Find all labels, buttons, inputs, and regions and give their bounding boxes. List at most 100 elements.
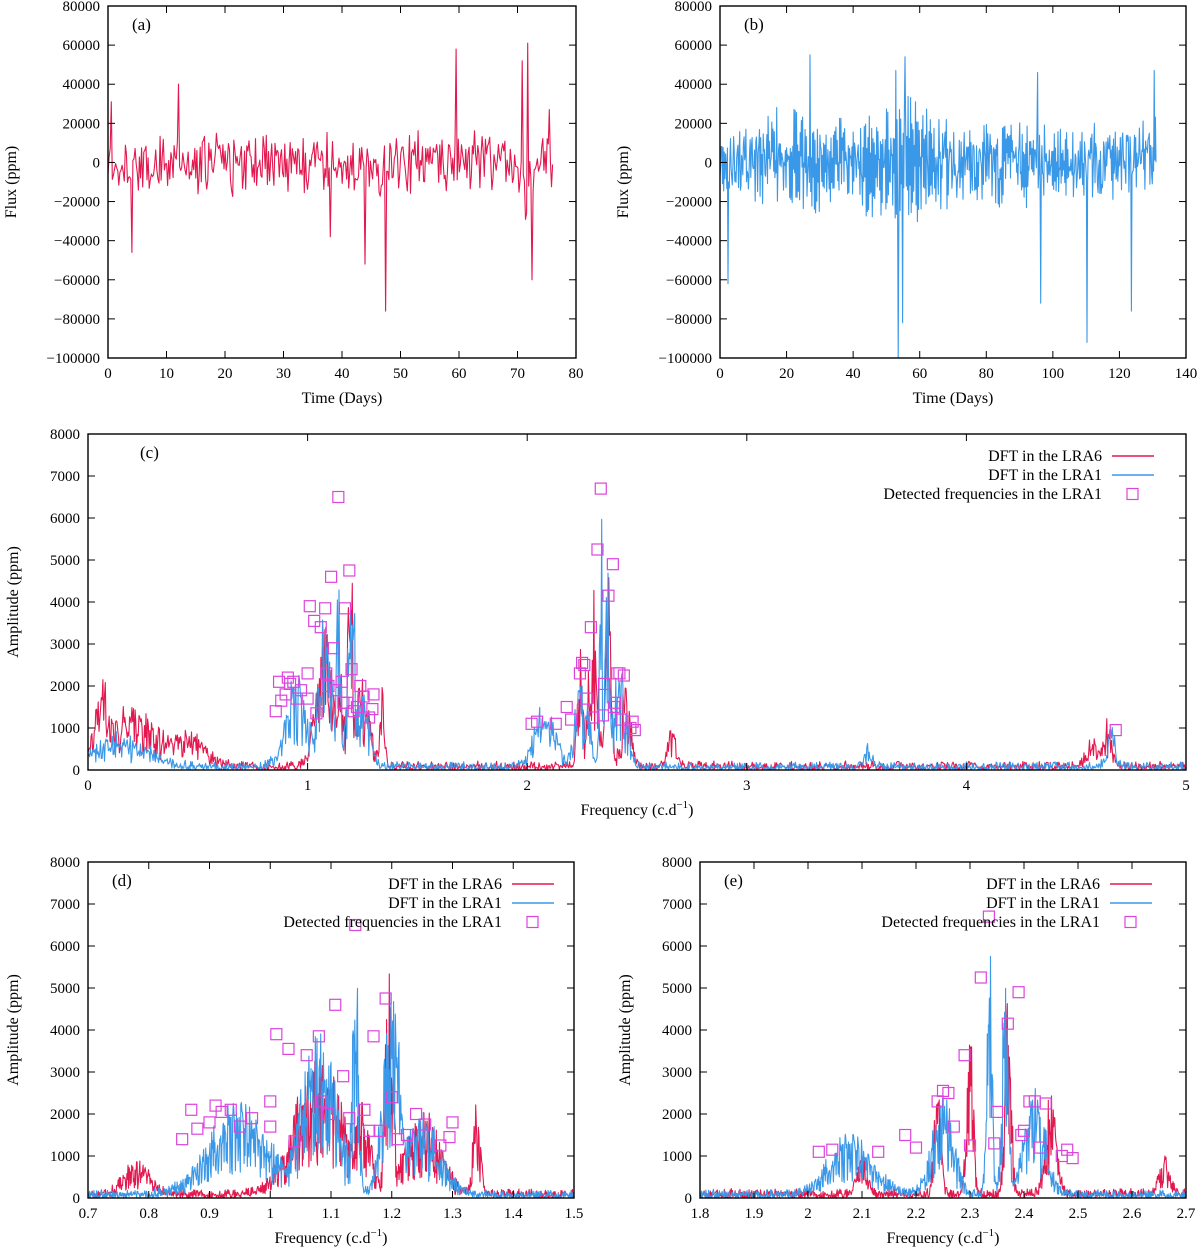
detected-frequency-marker xyxy=(373,1124,386,1137)
detected-frequency-marker xyxy=(288,1135,301,1148)
detected-frequency-marker xyxy=(367,688,380,701)
y-tick-label: −20000 xyxy=(54,195,100,211)
detected-frequency-marker xyxy=(191,1122,204,1135)
y-tick-label: −60000 xyxy=(54,273,100,289)
x-tick-label: 2.5 xyxy=(1069,1206,1088,1222)
y-tick-label: 40000 xyxy=(63,77,101,93)
detected-frequency-marker xyxy=(176,1133,189,1146)
detected-frequency-marker xyxy=(301,692,314,705)
x-tick-label: 100 xyxy=(1042,366,1065,382)
detected-frequency-marker xyxy=(1015,1128,1028,1142)
y-tick-label: 5000 xyxy=(662,981,692,997)
x-tick-label: 0.7 xyxy=(79,1206,98,1222)
y-tick-label: 8000 xyxy=(50,855,80,871)
detected-frequency-marker xyxy=(446,1116,459,1129)
y-tick-label: 0 xyxy=(73,1191,81,1207)
y-tick-label: −100000 xyxy=(47,351,100,367)
detected-frequency-marker xyxy=(385,1091,398,1104)
y-tick-label: 20000 xyxy=(675,116,713,132)
detected-frequency-marker xyxy=(321,1107,335,1121)
detected-frequency-marker xyxy=(282,1042,295,1056)
y-tick-label: −40000 xyxy=(54,234,100,250)
detected-frequency-marker xyxy=(1012,986,1025,999)
y-tick-label: 8000 xyxy=(50,427,80,443)
detected-frequency-marker xyxy=(349,918,362,932)
x-tick-label: 40 xyxy=(846,366,861,382)
detected-frequency-marker xyxy=(245,1112,259,1125)
x-tick-label: 1 xyxy=(304,778,312,794)
y-tick-label: 7000 xyxy=(662,897,692,913)
legend-label: DFT in the LRA1 xyxy=(388,895,502,912)
panel-label: (e) xyxy=(724,871,743,890)
y-tick-label: 6000 xyxy=(50,939,80,955)
detected-frequency-marker xyxy=(591,543,604,556)
y-tick-label: 3000 xyxy=(50,1065,80,1081)
legend-label: DFT in the LRA6 xyxy=(986,876,1100,893)
y-tick-label: 60000 xyxy=(675,38,713,54)
y-tick-label: 7000 xyxy=(50,469,80,485)
y-tick-label: −60000 xyxy=(666,273,712,289)
x-tick-label: 20 xyxy=(779,366,794,382)
panel-label: (a) xyxy=(132,15,151,34)
x-axis-label: Frequency (c.d−1) xyxy=(274,1227,387,1247)
detected-frequency-marker xyxy=(990,1105,1004,1119)
detected-frequency-marker xyxy=(312,1030,325,1043)
x-axis-label: Time (Days) xyxy=(302,390,383,407)
legend-marker-swatch xyxy=(1126,487,1139,501)
detected-frequency-marker xyxy=(335,675,348,688)
detected-frequency-marker xyxy=(626,715,639,728)
detected-frequency-marker xyxy=(596,709,610,722)
x-tick-label: 0 xyxy=(716,366,724,382)
x-tick-label: 1.2 xyxy=(382,1206,401,1222)
x-tick-label: 1.3 xyxy=(443,1206,462,1222)
plot-area xyxy=(88,973,574,1198)
y-tick-label: 8000 xyxy=(662,855,692,871)
y-tick-label: 1000 xyxy=(50,721,80,737)
plot-area xyxy=(88,518,1186,770)
detected-frequency-marker xyxy=(578,658,591,672)
legend-label: DFT in the LRA6 xyxy=(988,448,1102,465)
y-tick-label: 5000 xyxy=(50,981,80,997)
detected-frequency-marker xyxy=(366,702,379,716)
detected-frequency-marker xyxy=(1109,723,1122,737)
detected-frequency-marker xyxy=(233,1120,246,1133)
detected-frequency-marker xyxy=(1001,1017,1014,1030)
x-tick-label: 0.9 xyxy=(200,1206,219,1222)
y-tick-label: 20000 xyxy=(63,116,101,132)
x-tick-label: 2 xyxy=(523,778,531,794)
detected-frequency-marker xyxy=(308,614,321,628)
x-tick-label: 0.8 xyxy=(139,1206,158,1222)
y-tick-label: 6000 xyxy=(662,939,692,955)
detected-frequency-marker xyxy=(942,1086,955,1100)
x-tick-label: 120 xyxy=(1108,366,1131,382)
y-tick-label: 60000 xyxy=(63,38,101,54)
detected-frequency-marker xyxy=(628,723,641,737)
detected-frequency-marker xyxy=(608,696,622,709)
detected-frequency-marker xyxy=(974,971,987,984)
detected-frequency-marker xyxy=(269,705,282,718)
y-tick-label: 2000 xyxy=(50,679,80,695)
legend-label: DFT in the LRA6 xyxy=(388,876,502,893)
y-tick-label: 0 xyxy=(73,763,81,779)
panel-label: (b) xyxy=(744,15,764,34)
legend-label: Detected frequencies in the LRA1 xyxy=(283,914,502,931)
detected-frequency-marker xyxy=(988,1137,1001,1150)
panel-label: (c) xyxy=(140,443,159,462)
detected-frequency-marker xyxy=(264,1120,277,1133)
detected-frequency-marker xyxy=(565,713,578,726)
detected-frequency-marker xyxy=(345,663,358,676)
y-axis-label: Flux (ppm) xyxy=(615,146,632,218)
legend-marker-swatch xyxy=(1124,915,1137,929)
panel-a: 0 10 20 30 40 50 60 70 80 −100000 −80000 −60000 −400… xyxy=(3,0,584,407)
x-tick-label: 4 xyxy=(963,778,971,794)
axes-frame xyxy=(699,861,1187,1199)
series-lra6-light-curve xyxy=(108,42,554,312)
plot-area xyxy=(108,42,554,312)
x-tick-label: 2.1 xyxy=(853,1206,872,1222)
x-tick-label: 2.7 xyxy=(1177,1206,1196,1222)
detected-frequency-marker xyxy=(264,1095,277,1108)
legend-label: Detected frequencies in the LRA1 xyxy=(883,486,1102,503)
detected-frequency-marker xyxy=(332,490,345,504)
detected-frequency-marker xyxy=(947,1120,960,1133)
detected-frequency-marker xyxy=(580,692,593,705)
